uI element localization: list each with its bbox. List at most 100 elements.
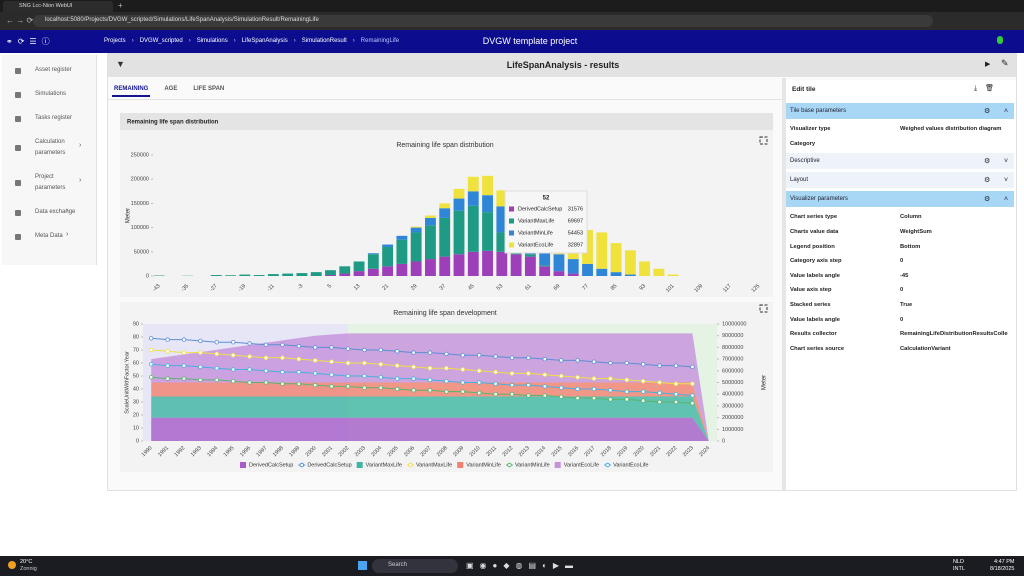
- line-marker: [280, 342, 285, 347]
- x-tick-label: -43: [152, 283, 162, 293]
- field-value[interactable]: Weighed values distribution diagram: [900, 126, 1002, 133]
- tab[interactable]: AGE: [164, 86, 178, 92]
- tab[interactable]: REMAINING: [112, 83, 151, 97]
- editor-section[interactable]: Tile base parameters ⚙ ˄: [786, 103, 1014, 119]
- breadcrumb-item[interactable]: Simulations: [196, 38, 228, 44]
- line-marker: [624, 377, 629, 383]
- browser-tab[interactable]: SNG Lcc-Nion WebUI: [3, 1, 113, 12]
- weather-icon: [8, 561, 16, 569]
- bar: [325, 275, 336, 276]
- line-marker: [345, 384, 351, 389]
- user-icon[interactable]: [997, 36, 1003, 44]
- bar: [553, 254, 565, 272]
- sidebar-item[interactable]: Asset register: [35, 67, 72, 73]
- run-button[interactable]: ▶: [985, 61, 991, 68]
- y-tick-label: 50000: [134, 249, 149, 255]
- line-marker: [624, 389, 629, 394]
- bar: [282, 273, 294, 276]
- tooltip-name: VariantEcoLife: [518, 242, 553, 248]
- filter-icon[interactable]: ▼: [116, 59, 125, 69]
- sidebar-item[interactable]: Simulations: [35, 91, 67, 97]
- tooltip-value: 32897: [568, 242, 583, 248]
- field-value[interactable]: 0: [900, 258, 904, 265]
- line-marker: [608, 388, 613, 393]
- editor-actions[interactable]: ⤓🗑: [974, 85, 1002, 92]
- line-marker: [477, 380, 482, 385]
- y-tick-label: 20: [133, 412, 139, 418]
- x-tick-label: 1990: [141, 445, 154, 458]
- area: [151, 417, 709, 441]
- line-marker: [165, 349, 170, 354]
- line-marker: [165, 363, 170, 368]
- editor-section[interactable]: Visualizer parameters ⚙ ˄: [786, 191, 1014, 208]
- x-tick-label: 13: [353, 283, 362, 292]
- line-marker: [181, 376, 187, 381]
- field-value[interactable]: Bottom: [900, 243, 921, 250]
- line-marker: [247, 367, 252, 372]
- editor-section[interactable]: Descriptive ⚙ ˅: [786, 153, 1014, 170]
- x-tick-label: 45: [467, 283, 476, 292]
- breadcrumb-item[interactable]: DVGW_scripted: [139, 38, 183, 44]
- line-marker: [149, 336, 154, 341]
- edit-button[interactable]: ✎: [1001, 58, 1009, 68]
- breadcrumb-item[interactable]: Projects: [104, 38, 126, 44]
- submenu-chevron: ›: [79, 177, 82, 184]
- line-marker: [575, 358, 580, 363]
- clock-time: 4:47 PM: [994, 559, 1015, 565]
- bar: [396, 239, 408, 264]
- splitter[interactable]: [782, 78, 786, 490]
- bar: [367, 268, 379, 276]
- expand-icon[interactable]: [759, 304, 768, 313]
- y-tick-label: 250000: [131, 152, 149, 158]
- line-marker: [542, 393, 547, 398]
- x-tick-label: 2024: [698, 445, 711, 458]
- bar: [567, 273, 579, 276]
- field-value[interactable]: WeightSum: [900, 229, 932, 236]
- bar: [253, 275, 265, 276]
- bar: [610, 272, 622, 276]
- field-value[interactable]: 0: [900, 287, 904, 294]
- editor-section[interactable]: Layout ⚙ ˅: [786, 172, 1014, 189]
- field-value[interactable]: True: [900, 302, 913, 309]
- bar: [425, 259, 436, 276]
- sidebar-item[interactable]: Tasks register: [35, 115, 73, 121]
- field-value[interactable]: 0: [900, 316, 904, 323]
- editor-panel: Edit tile ⤓🗑 Tile base parameters ⚙ ˄ Visua…: [786, 80, 1016, 490]
- start-button[interactable]: [358, 561, 367, 570]
- field-value[interactable]: RemainingLifeDistributionResultsCollecto: [900, 331, 1008, 338]
- tab[interactable]: LIFE SPAN: [193, 86, 225, 92]
- line-marker: [460, 389, 465, 394]
- header-icons[interactable]: ⚭⟳☰ⓘ: [6, 37, 55, 46]
- line-marker: [395, 363, 400, 368]
- breadcrumb-item[interactable]: LifeSpanAnalysis: [241, 38, 288, 44]
- line-marker: [526, 382, 531, 388]
- search-box[interactable]: Search: [372, 559, 458, 573]
- line-marker: [559, 385, 564, 390]
- bar: [425, 217, 436, 226]
- line-marker: [542, 372, 547, 377]
- bar: [653, 268, 665, 276]
- expand-icon[interactable]: [759, 136, 768, 145]
- nav-buttons[interactable]: ← → ⟳: [6, 16, 34, 25]
- breadcrumb-item[interactable]: SimulationResult: [301, 38, 347, 44]
- breadcrumb-item[interactable]: RemainingLife: [360, 38, 400, 44]
- line-marker: [493, 391, 498, 397]
- field-label: Category axis step: [790, 258, 842, 265]
- sidebar-item[interactable]: Meta Data: [35, 233, 63, 239]
- line-marker: [149, 375, 154, 380]
- sidebar-item[interactable]: Project parameters: [35, 174, 66, 191]
- line: [151, 376, 693, 404]
- sidebar-item[interactable]: Calculation parameters: [35, 139, 66, 156]
- taskbar-apps[interactable]: ▣◉●◆◍▤◐▶▬: [466, 561, 580, 570]
- bar: [524, 254, 536, 257]
- field-value[interactable]: CalculationVariant: [900, 345, 951, 352]
- field-value[interactable]: -45: [900, 272, 909, 279]
- field-value[interactable]: Column: [900, 214, 922, 221]
- line-marker: [641, 378, 646, 384]
- field-label: Chart series type: [790, 214, 838, 221]
- section-title: Descriptive: [790, 158, 820, 165]
- url-field[interactable]: localhost:5080/Projects/DVGW_scripted/Si…: [33, 15, 933, 27]
- new-tab[interactable]: +: [118, 1, 123, 10]
- sidebar-item[interactable]: Data exchange: [35, 209, 76, 215]
- y-tick-label: 60: [133, 360, 139, 366]
